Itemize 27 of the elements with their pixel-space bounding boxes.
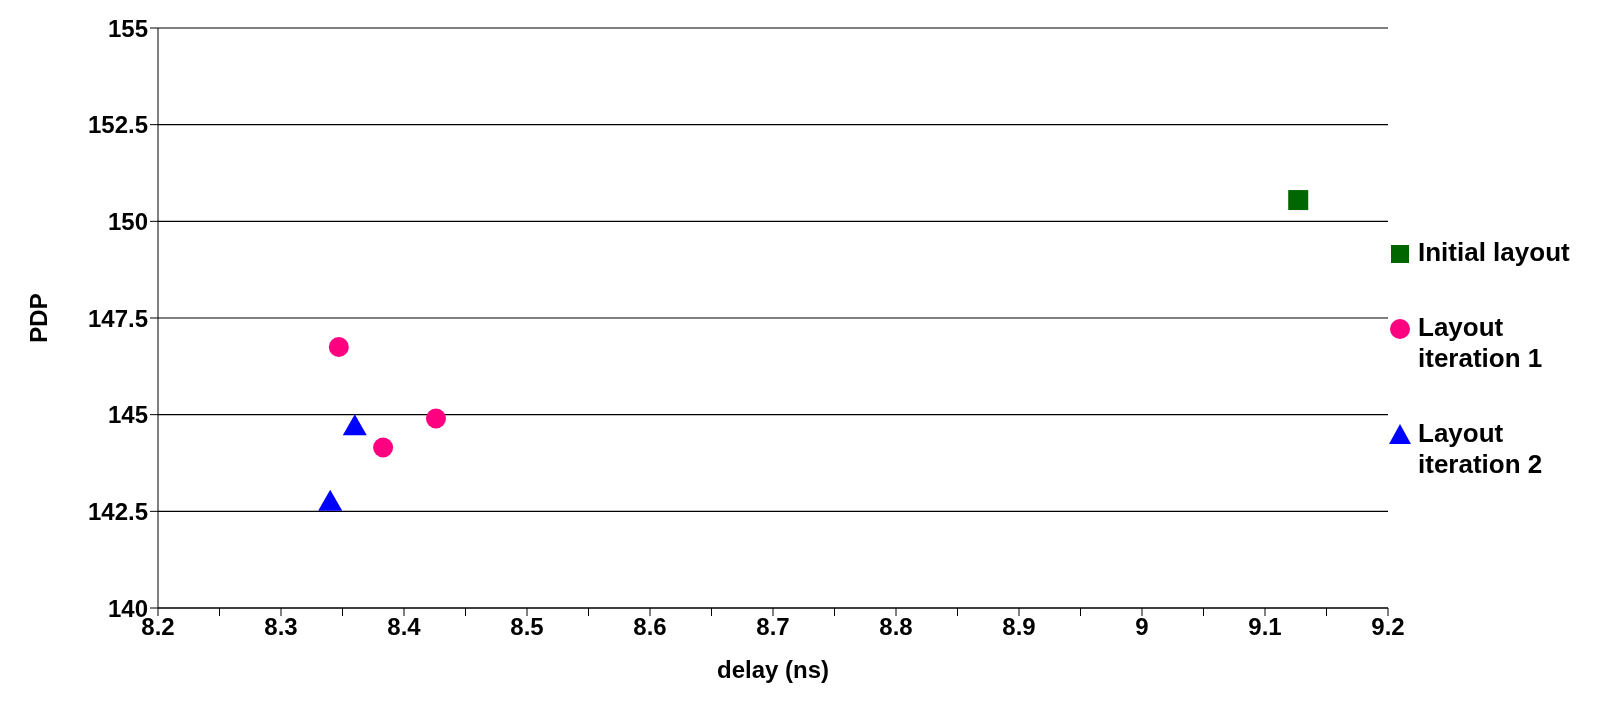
legend-label: Initial layout: [1418, 236, 1570, 268]
legend-label: Layout iteration 2: [1418, 417, 1544, 480]
x-tick-label: 9.1: [1248, 613, 1282, 641]
legend-label: Layout iteration 1: [1418, 311, 1544, 374]
x-tick-label: 9: [1135, 613, 1149, 641]
point: [342, 414, 367, 436]
y-tick-label: 147.5: [87, 304, 148, 332]
x-axis-title: delay (ns): [716, 656, 830, 683]
point: [1288, 190, 1309, 211]
y-tick-label: 145: [107, 401, 148, 429]
y-tick-label: 142.5: [87, 497, 148, 525]
x-tick-label: 9.2: [1371, 613, 1405, 641]
y-axis-title: PDP: [24, 293, 52, 343]
point: [318, 489, 343, 511]
y-tick-label: 150: [107, 207, 148, 235]
x-tick-label: 8.4: [387, 613, 422, 641]
x-tick-label: 8.7: [756, 613, 790, 641]
point: [328, 337, 349, 357]
x-tick-label: 8.5: [510, 613, 544, 641]
y-tick-label: 155: [107, 14, 148, 42]
point: [425, 408, 446, 429]
x-tick-label: 8.6: [633, 613, 667, 641]
x-tick-label: 8.8: [879, 613, 913, 641]
point: [373, 437, 394, 458]
x-tick-label: 8.9: [1002, 613, 1036, 641]
y-tick-label: 152.5: [87, 111, 148, 139]
x-tick-label: 8.3: [264, 613, 298, 641]
